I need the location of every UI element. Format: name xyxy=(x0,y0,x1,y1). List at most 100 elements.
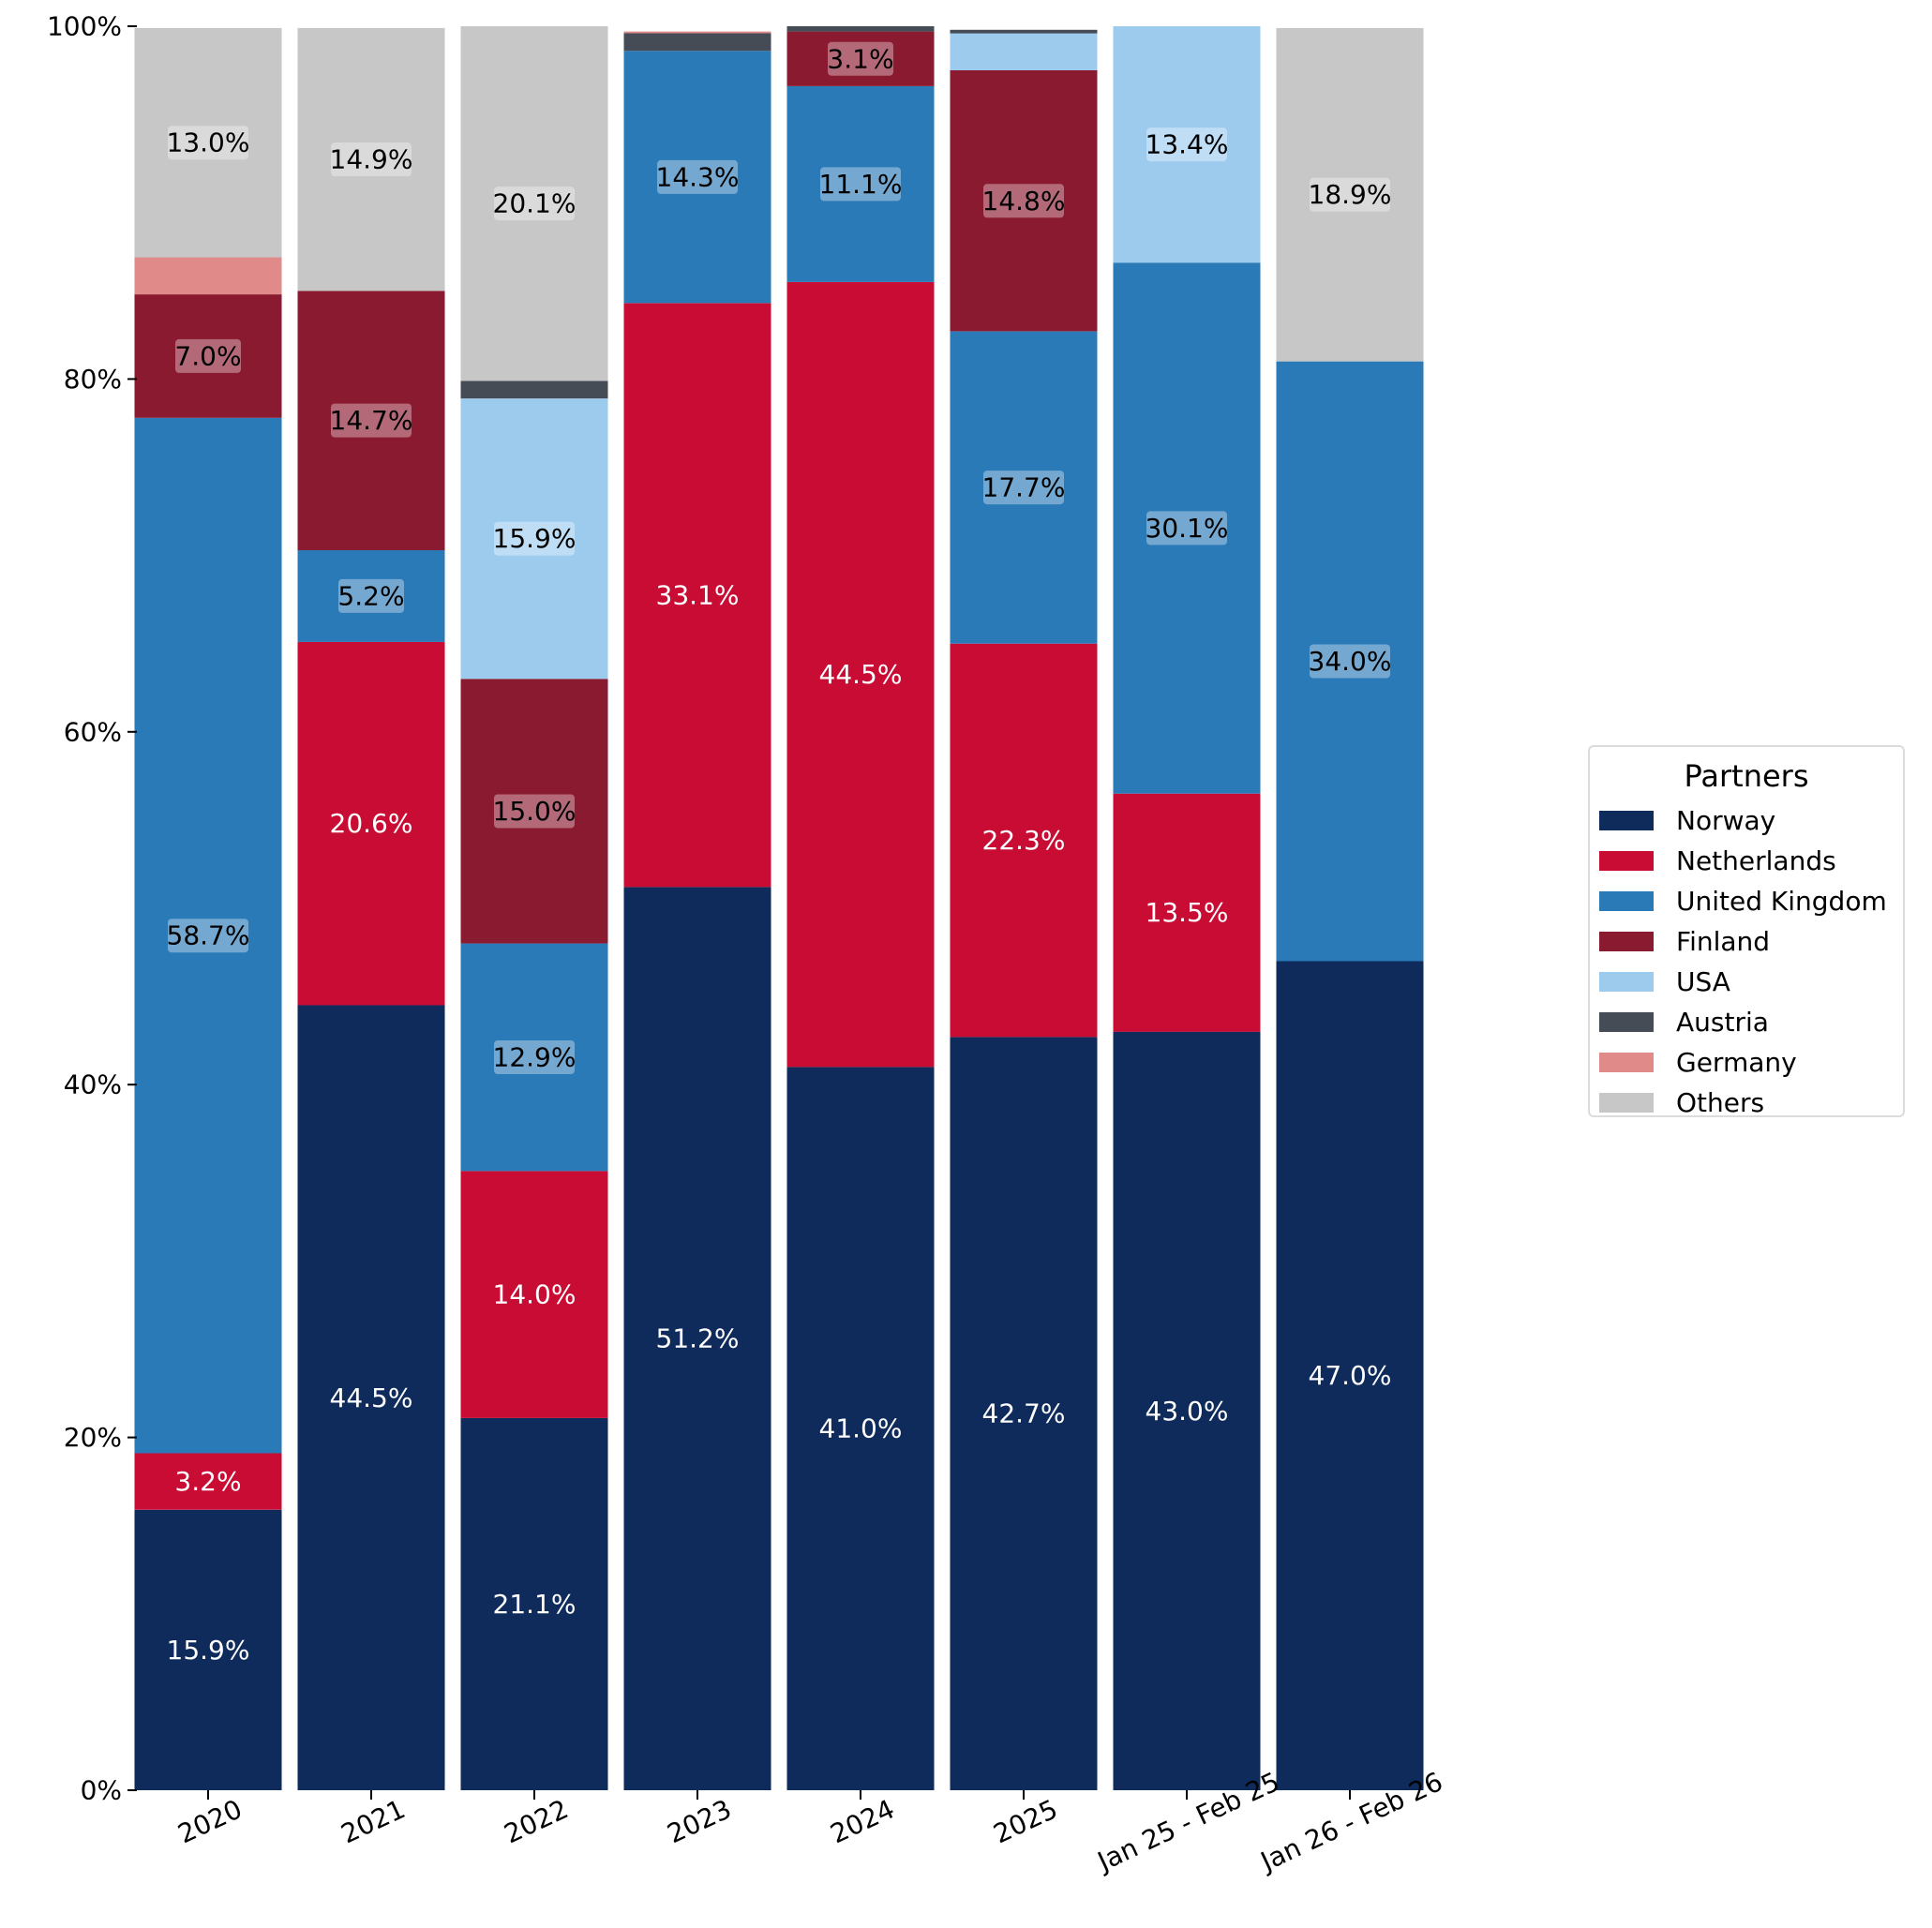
x-tick-label-2022: 2022 xyxy=(500,1793,574,1849)
data-label-united-kingdom-jan-25-feb-25: 30.1% xyxy=(1146,513,1229,544)
legend-swatch-usa xyxy=(1599,971,1654,992)
y-tick-label-60: 60% xyxy=(64,716,122,747)
data-label-box-finland-2021 xyxy=(331,403,412,438)
bar-segment-norway-2023 xyxy=(623,887,771,1790)
data-label-box-finland-2025 xyxy=(983,184,1064,218)
data-label-netherlands-2024: 44.5% xyxy=(819,659,903,690)
bar-segment-netherlands-2021 xyxy=(297,641,445,1006)
data-label-netherlands-2025: 22.3% xyxy=(982,825,1066,856)
bar-segment-netherlands-2024 xyxy=(786,281,935,1068)
legend-item-germany: Germany xyxy=(1599,1043,1797,1081)
data-label-united-kingdom-2020: 58.7% xyxy=(167,920,250,951)
data-label-box-usa-jan-25-feb-25 xyxy=(1146,127,1227,162)
bar-segment-united-kingdom-2021 xyxy=(297,550,445,642)
bar-segment-others-2021 xyxy=(297,27,445,291)
data-label-netherlands-2023: 33.1% xyxy=(656,579,740,610)
legend-item-norway: Norway xyxy=(1599,801,1775,839)
data-label-others-jan-26-feb-26: 18.9% xyxy=(1309,179,1392,210)
legend: Partners Norway Netherlands United Kingdom… xyxy=(1588,745,1905,1118)
data-label-box-united-kingdom-2024 xyxy=(820,167,901,202)
bar-segment-united-kingdom-jan-25-feb-25 xyxy=(1113,262,1261,794)
bar-segment-finland-2020 xyxy=(134,294,282,418)
bar-segment-norway-2022 xyxy=(460,1417,608,1790)
data-label-others-2021: 14.9% xyxy=(330,144,413,175)
data-label-box-united-kingdom-2025 xyxy=(983,471,1064,505)
bar-segment-norway-jan-25-feb-25 xyxy=(1113,1031,1261,1790)
bar-segment-netherlands-2023 xyxy=(623,303,771,888)
data-label-finland-2020: 7.0% xyxy=(174,340,241,371)
x-tick-label-2025: 2025 xyxy=(989,1793,1063,1849)
bar-segment-netherlands-2020 xyxy=(134,1453,282,1510)
bar-segment-finland-2024 xyxy=(786,31,935,86)
bar-segment-norway-2020 xyxy=(134,1509,282,1790)
data-label-finland-2025: 14.8% xyxy=(982,186,1066,217)
data-label-united-kingdom-2021: 5.2% xyxy=(337,580,404,611)
legend-swatch-norway xyxy=(1599,810,1654,830)
data-label-box-finland-2020 xyxy=(175,338,241,373)
y-tick-label-0: 0% xyxy=(81,1775,122,1806)
data-label-usa-jan-25-feb-25: 13.4% xyxy=(1146,129,1229,160)
legend-swatch-germany xyxy=(1599,1052,1654,1072)
legend-item-usa: USA xyxy=(1599,963,1730,1000)
bars-layer xyxy=(134,26,1424,1790)
legend-item-united-kingdom: United Kingdom xyxy=(1599,882,1887,919)
legend-swatch-netherlands xyxy=(1599,850,1654,871)
bar-segment-united-kingdom-jan-26-feb-26 xyxy=(1276,361,1424,962)
y-tick-label-20: 20% xyxy=(64,1422,122,1453)
legend-item-others: Others xyxy=(1599,1084,1764,1121)
y-tick-label-80: 80% xyxy=(64,364,122,395)
bar-segment-austria-2022 xyxy=(460,381,608,399)
data-label-netherlands-2022: 14.0% xyxy=(493,1279,577,1310)
data-label-united-kingdom-2022: 12.9% xyxy=(493,1042,577,1073)
data-label-netherlands-2020: 3.2% xyxy=(174,1466,241,1497)
data-label-norway-jan-25-feb-25: 43.0% xyxy=(1146,1396,1229,1427)
legend-title: Partners xyxy=(1684,758,1809,794)
legend-label-netherlands: Netherlands xyxy=(1676,844,1836,876)
data-label-netherlands-jan-25-feb-25: 13.5% xyxy=(1146,897,1229,928)
bar-segment-usa-jan-25-feb-25 xyxy=(1113,26,1261,263)
data-label-finland-2021: 14.7% xyxy=(330,405,413,436)
bar-segment-finland-2022 xyxy=(460,679,608,944)
data-label-norway-jan-26-feb-26: 47.0% xyxy=(1309,1360,1392,1391)
data-label-box-united-kingdom-2023 xyxy=(657,159,738,194)
data-label-box-united-kingdom-jan-26-feb-26 xyxy=(1310,644,1390,679)
legend-label-united-kingdom: United Kingdom xyxy=(1676,885,1887,917)
bar-segment-norway-2025 xyxy=(950,1037,1098,1790)
legend-label-others: Others xyxy=(1676,1086,1765,1118)
bar-segment-netherlands-2025 xyxy=(950,643,1098,1038)
bar-segment-united-kingdom-2022 xyxy=(460,943,608,1172)
bar-segment-austria-2023 xyxy=(623,33,771,52)
data-label-box-united-kingdom-2021 xyxy=(338,578,404,613)
x-tick-label-2023: 2023 xyxy=(663,1793,737,1849)
data-label-box-others-2022 xyxy=(494,187,575,221)
data-label-usa-2022: 15.9% xyxy=(493,523,577,554)
data-label-others-2020: 13.0% xyxy=(167,127,250,158)
legend-label-norway: Norway xyxy=(1676,804,1776,836)
data-label-norway-2025: 42.7% xyxy=(982,1398,1066,1429)
bar-segment-united-kingdom-2023 xyxy=(623,51,771,304)
data-label-united-kingdom-jan-26-feb-26: 34.0% xyxy=(1309,646,1392,677)
legend-swatch-austria xyxy=(1599,1011,1654,1032)
data-label-norway-2021: 44.5% xyxy=(330,1382,413,1413)
bar-segment-netherlands-2022 xyxy=(460,1171,608,1418)
legend-label-usa: USA xyxy=(1676,965,1730,997)
legend-swatch-finland xyxy=(1599,931,1654,951)
y-tick-label-100: 100% xyxy=(47,11,122,42)
bar-segment-norway-2024 xyxy=(786,1067,935,1790)
legend-item-netherlands: Netherlands xyxy=(1599,842,1836,879)
bar-segment-austria-2024 xyxy=(786,26,935,32)
bar-segment-germany-2023 xyxy=(623,31,771,34)
legend-swatch-united-kingdom xyxy=(1599,890,1654,911)
data-label-norway-2020: 15.9% xyxy=(167,1635,250,1666)
data-label-united-kingdom-2024: 11.1% xyxy=(819,169,903,200)
data-label-box-usa-2022 xyxy=(494,521,575,556)
data-label-finland-2022: 15.0% xyxy=(493,796,577,827)
legend-label-germany: Germany xyxy=(1676,1046,1797,1078)
data-label-united-kingdom-2025: 17.7% xyxy=(982,472,1066,503)
legend-item-austria: Austria xyxy=(1599,1003,1769,1040)
bar-segment-norway-jan-26-feb-26 xyxy=(1276,961,1424,1790)
data-label-box-united-kingdom-jan-25-feb-25 xyxy=(1146,511,1227,546)
bar-segment-united-kingdom-2024 xyxy=(786,86,935,282)
